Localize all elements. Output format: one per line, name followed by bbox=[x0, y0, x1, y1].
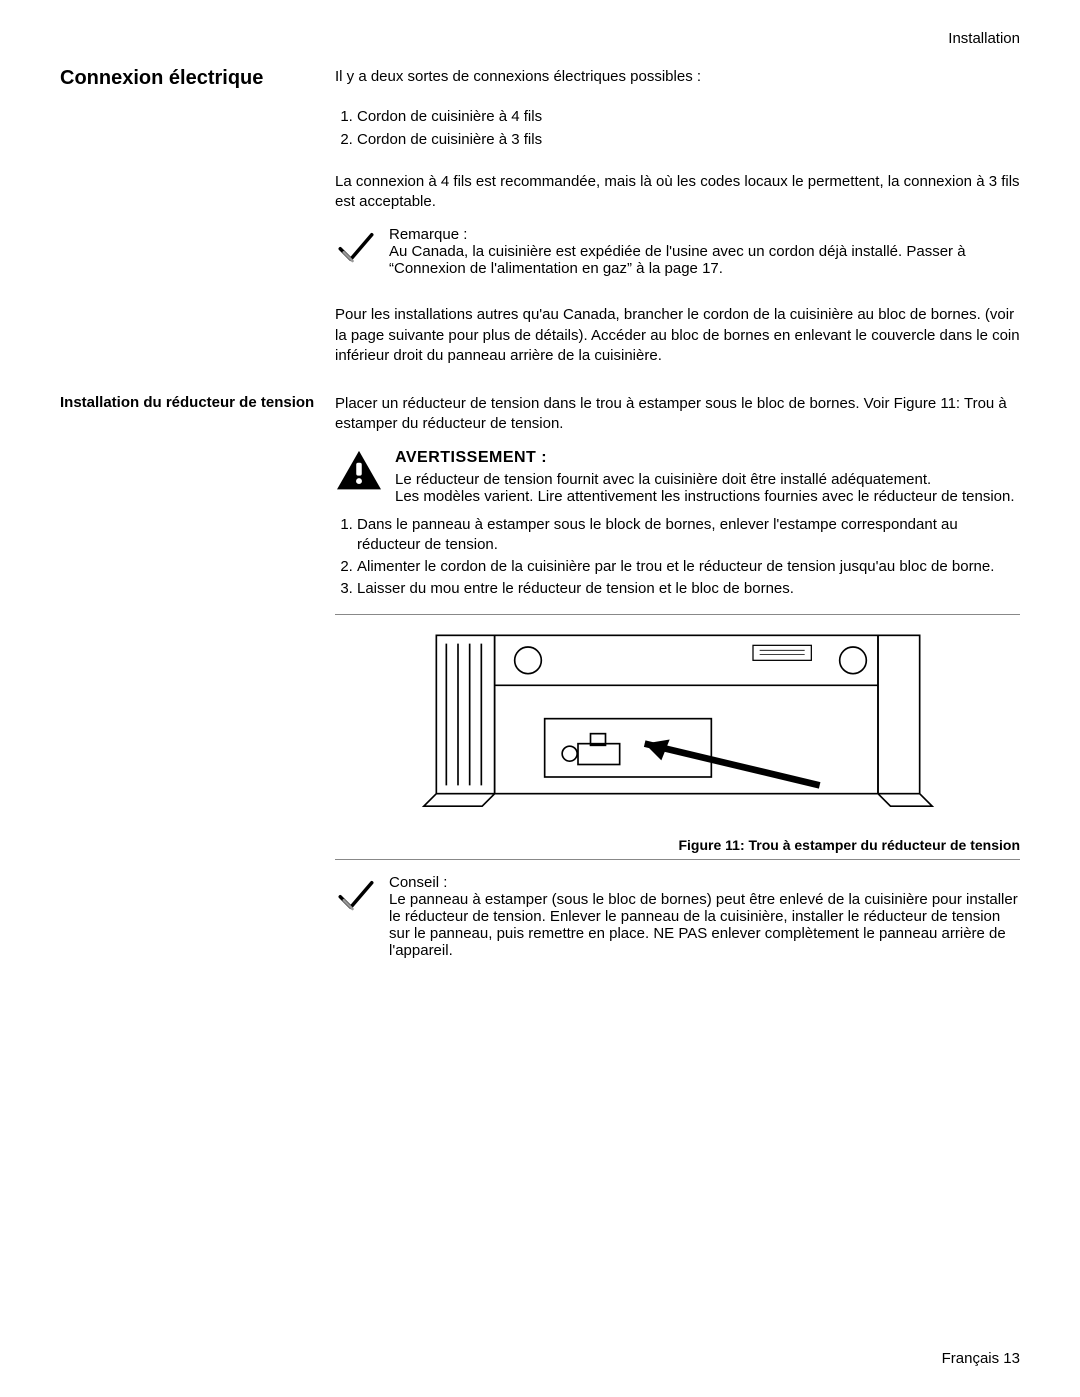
subsection-text: Placer un réducteur de tension dans le t… bbox=[335, 394, 1020, 435]
install-step: Dans le panneau à estamper sous le block… bbox=[357, 515, 1020, 556]
tip-conseil: Conseil : Le panneau à estamper (sous le… bbox=[335, 874, 1020, 959]
recommend-text: La connexion à 4 fils est recommandée, m… bbox=[335, 172, 1020, 213]
warning-triangle-icon bbox=[335, 449, 383, 497]
warning-line2: Les modèles varient. Lire attentivement … bbox=[395, 488, 1015, 505]
tip-label: Conseil : bbox=[389, 874, 1020, 891]
install-step: Laisser du mou entre le réducteur de ten… bbox=[357, 579, 1020, 599]
note-label: Remarque : bbox=[389, 226, 1020, 243]
install-steps-list: Dans le panneau à estamper sous le block… bbox=[335, 515, 1020, 600]
figure-caption: Figure 11: Trou à estamper du réducteur … bbox=[335, 837, 1020, 853]
strain-relief-diagram-icon bbox=[368, 627, 988, 827]
page-header-right: Installation bbox=[60, 30, 1020, 47]
section-title: Connexion électrique bbox=[60, 67, 315, 90]
install-step: Alimenter le cordon de la cuisinière par… bbox=[357, 557, 1020, 577]
figure-11: Figure 11: Trou à estamper du réducteur … bbox=[335, 614, 1020, 860]
intro-text: Il y a deux sortes de connexions électri… bbox=[335, 67, 1020, 87]
checkmark-icon bbox=[335, 874, 377, 920]
checkmark-icon bbox=[335, 226, 377, 272]
page-footer: Français 13 bbox=[942, 1350, 1020, 1367]
cord-list-item: Cordon de cuisinière à 3 fils bbox=[357, 130, 1020, 150]
cord-list-item: Cordon de cuisinière à 4 fils bbox=[357, 107, 1020, 127]
tip-text: Le panneau à estamper (sous le bloc de b… bbox=[389, 891, 1020, 959]
warning-line1: Le réducteur de tension fournit avec la … bbox=[395, 471, 1015, 488]
warning-block: AVERTISSEMENT : Le réducteur de tension … bbox=[335, 449, 1020, 505]
subsection-title: Installation du réducteur de tension bbox=[60, 394, 315, 411]
note-text: Au Canada, la cuisinière est expédiée de… bbox=[389, 243, 1020, 277]
other-install-text: Pour les installations autres qu'au Cana… bbox=[335, 305, 1020, 366]
cord-type-list: Cordon de cuisinière à 4 fils Cordon de … bbox=[335, 107, 1020, 150]
note-remarque: Remarque : Au Canada, la cuisinière est … bbox=[335, 226, 1020, 277]
warning-title: AVERTISSEMENT : bbox=[395, 449, 1015, 467]
